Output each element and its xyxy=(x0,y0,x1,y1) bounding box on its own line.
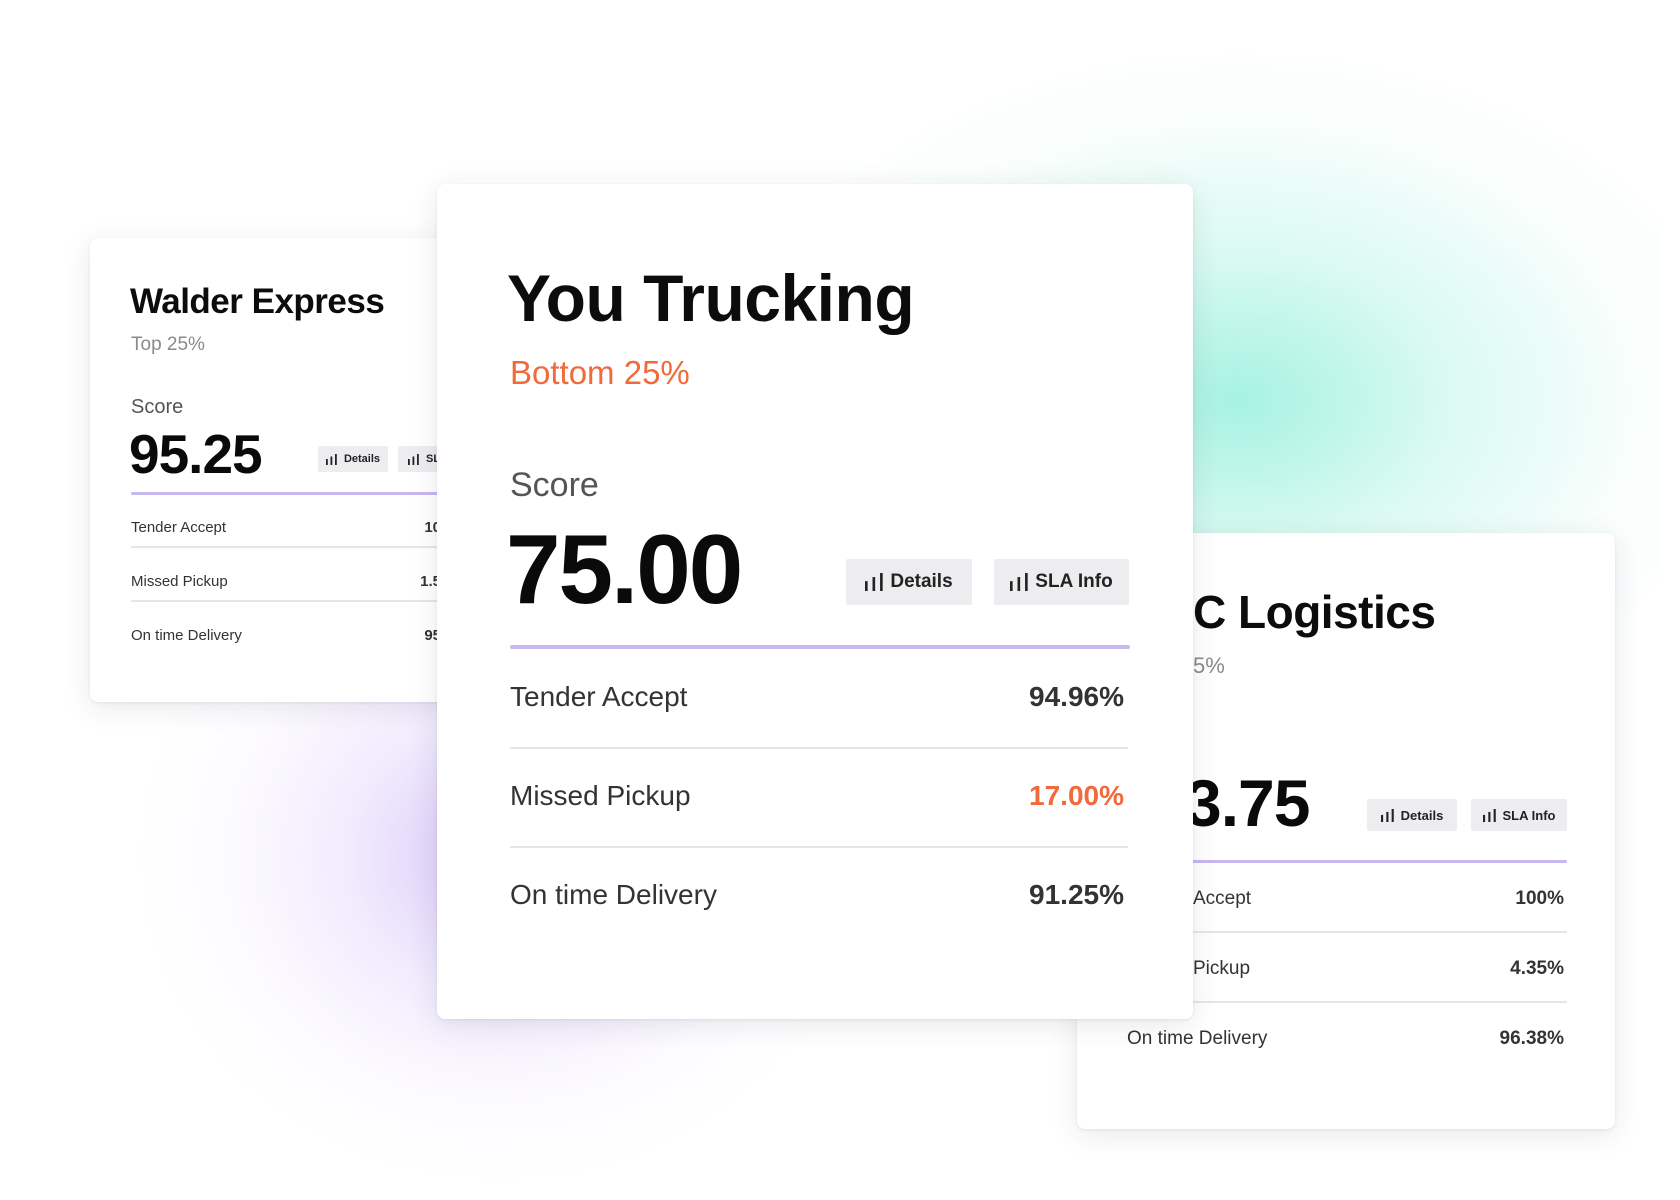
metric-row-on-time-delivery: On time Delivery 91.25% xyxy=(510,870,1124,920)
sla-info-button[interactable]: SLA Info xyxy=(1471,799,1567,831)
sla-info-label: SLA Info xyxy=(1502,807,1556,823)
bar-chart-icon xyxy=(408,453,419,465)
row-separator xyxy=(510,846,1128,848)
metric-value: 1.5 xyxy=(420,572,441,590)
sla-info-button[interactable]: SLA Info xyxy=(994,559,1129,605)
details-label: Details xyxy=(343,453,381,465)
row-separator xyxy=(1127,931,1567,933)
metric-label: Missed Pickup xyxy=(131,572,228,590)
metric-value: 100% xyxy=(1515,888,1564,909)
carrier-tier: Top 25% xyxy=(131,334,205,355)
carrier-name: You Trucking xyxy=(507,261,915,335)
details-label: Details xyxy=(1400,807,1444,823)
row-separator xyxy=(510,747,1128,749)
score-divider xyxy=(1127,860,1567,863)
bar-chart-icon xyxy=(1482,808,1496,822)
carrier-name: Walder Express xyxy=(130,282,385,321)
bar-chart-icon xyxy=(1010,573,1028,591)
row-separator xyxy=(131,600,571,602)
row-separator xyxy=(1127,1001,1567,1003)
score-value: 75.00 xyxy=(506,514,743,624)
score-value: 95.25 xyxy=(129,423,263,485)
sla-info-label: SLA Info xyxy=(1035,571,1113,592)
metric-label: On time Delivery xyxy=(510,879,717,910)
metric-label: Tender Accept xyxy=(131,518,227,536)
metric-value: 17.00% xyxy=(1029,780,1124,811)
metric-value: 95 xyxy=(424,626,441,644)
score-label: Score xyxy=(131,396,184,418)
carrier-tier: Bottom 25% xyxy=(510,354,690,391)
score-divider xyxy=(510,645,1130,649)
metric-label: Missed Pickup xyxy=(510,780,691,811)
bar-chart-icon xyxy=(325,453,337,465)
metric-value: 96.38% xyxy=(1499,1028,1564,1049)
carrier-name: C Logistics xyxy=(1193,586,1436,638)
metric-row-missed-pickup: Missed Pickup 1.5 xyxy=(131,562,441,600)
bar-chart-icon xyxy=(1380,808,1394,822)
metric-row-missed-pickup: Missed Pickup 17.00% xyxy=(510,771,1124,821)
details-button[interactable]: Details xyxy=(318,446,388,472)
carrier-card-you-trucking: You Trucking Bottom 25% Score 75.00 Deta… xyxy=(437,184,1193,1019)
details-button[interactable]: Details xyxy=(846,559,972,605)
metric-row-tender-accept: Accept 100% xyxy=(1127,877,1564,921)
row-separator xyxy=(131,546,571,548)
bar-chart-icon xyxy=(865,573,884,591)
score-value: 3.75 xyxy=(1185,766,1310,840)
details-button[interactable]: Details xyxy=(1367,799,1457,831)
metric-value: 4.35% xyxy=(1510,958,1564,979)
details-label: Details xyxy=(890,571,953,592)
score-divider xyxy=(131,492,571,495)
metric-row-on-time-delivery: On time Delivery 96.38% xyxy=(1127,1017,1564,1061)
metric-row-on-time-delivery: On time Delivery 95 xyxy=(131,616,441,654)
carrier-tier: 5% xyxy=(1193,653,1225,678)
metric-row-tender-accept: Tender Accept 10 xyxy=(131,508,441,546)
metric-value: 94.96% xyxy=(1029,681,1124,712)
metric-label: Pickup xyxy=(1193,958,1251,979)
score-label: Score xyxy=(510,466,599,504)
metric-label: Tender Accept xyxy=(510,681,688,712)
metric-row-tender-accept: Tender Accept 94.96% xyxy=(510,672,1124,722)
metric-value: 10 xyxy=(424,518,441,536)
metric-value: 91.25% xyxy=(1029,879,1124,910)
metric-row-missed-pickup: Pickup 4.35% xyxy=(1127,947,1564,991)
metric-label: On time Delivery xyxy=(1127,1028,1268,1049)
metric-label: Accept xyxy=(1193,888,1252,909)
metric-label: On time Delivery xyxy=(131,626,242,644)
